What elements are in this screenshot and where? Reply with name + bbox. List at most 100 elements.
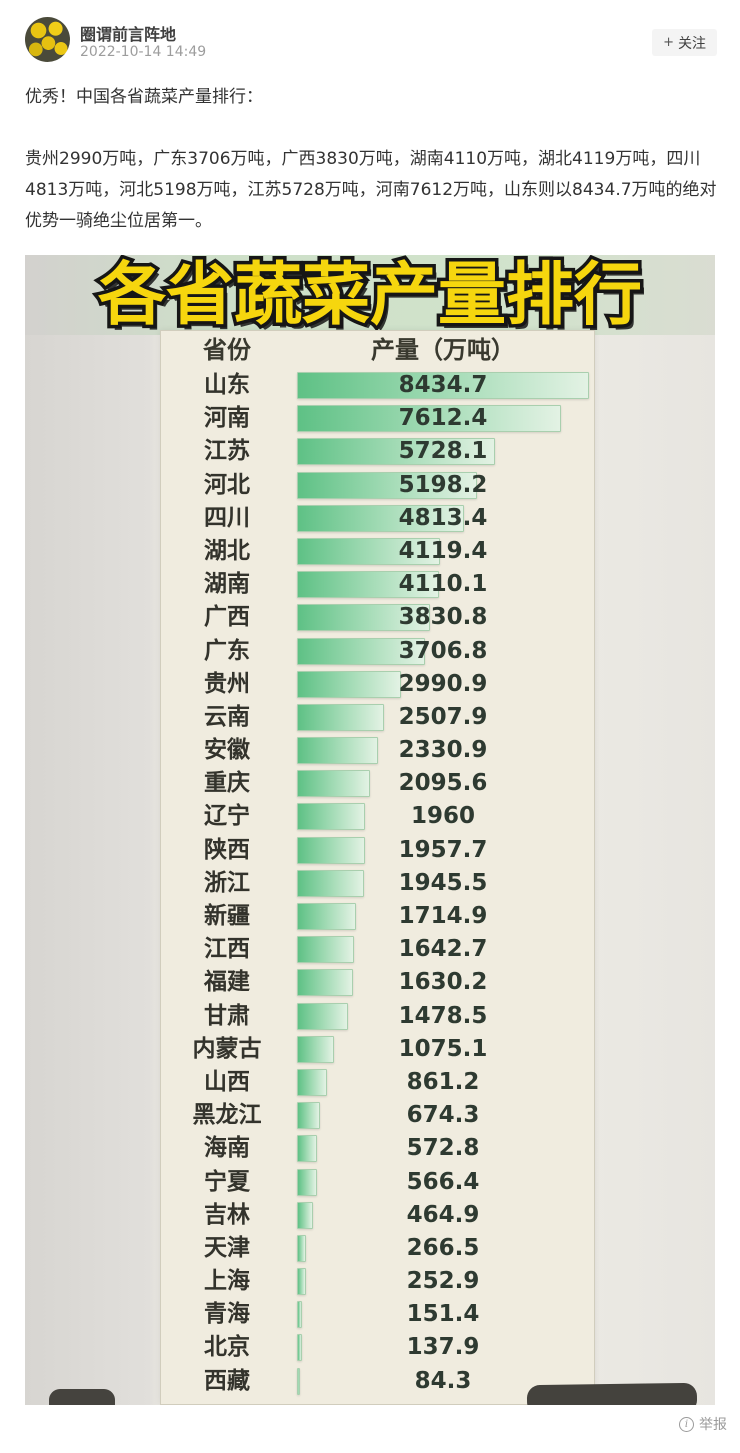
report-label: 举报: [699, 1417, 727, 1433]
province-label: 贵州: [204, 670, 250, 697]
value-bar: [297, 1135, 317, 1163]
value-label: 572.8: [406, 1135, 480, 1162]
province-label: 河南: [204, 405, 250, 432]
table-row: 甘肃 1478.5: [161, 1000, 594, 1033]
value-label: 252.9: [406, 1268, 480, 1295]
value-bar: [297, 670, 401, 698]
province-label: 天津: [204, 1234, 250, 1261]
table-row: 天津 266.5: [161, 1232, 594, 1265]
value-bar: [297, 969, 354, 997]
follow-button[interactable]: + 关注: [652, 29, 717, 56]
value-bar: [297, 936, 354, 964]
value-bar: [297, 770, 370, 798]
post-body: 贵州2990万吨，广东3706万吨，广西3830万吨，湖南4110万吨，湖北41…: [25, 149, 717, 231]
table-row: 吉林 464.9: [161, 1199, 594, 1232]
province-label: 四川: [204, 504, 250, 531]
value-label: 1478.5: [398, 1002, 488, 1029]
table-row: 青海 151.4: [161, 1298, 594, 1331]
province-label: 内蒙古: [192, 1035, 262, 1062]
timestamp: 2022-10-14 14:49: [80, 44, 207, 60]
value-bar: [297, 637, 426, 665]
follow-label: 关注: [678, 35, 706, 52]
value-bar: [297, 471, 477, 499]
value-label: 1960: [410, 803, 475, 830]
table-row: 宁夏 566.4: [161, 1166, 594, 1199]
ranking-table: 省份 产量（万吨） 山东 8434.7 河南 7612.4 江苏 5728.1 河北 5198…: [160, 330, 595, 1405]
value-bar: [297, 1002, 349, 1030]
value-bar: [297, 836, 365, 864]
value-label: 84.3: [414, 1367, 472, 1394]
value-label: 4119.4: [398, 537, 488, 564]
post-text: 优秀！中国各省蔬菜产量排行： 贵州2990万吨，广东3706万吨，广西3830万…: [25, 82, 719, 237]
value-bar: [297, 903, 357, 930]
value-bar: [297, 438, 496, 466]
table-row: 江西 1642.7: [161, 933, 594, 966]
value-label: 151.4: [406, 1301, 480, 1328]
table-row: 陕西 1957.7: [161, 834, 594, 867]
table-row: 福建 1630.2: [161, 966, 594, 999]
report-button[interactable]: i 举报: [679, 1414, 727, 1434]
province-label: 福建: [204, 969, 250, 996]
value-bar: [297, 571, 440, 599]
plus-icon: +: [663, 35, 674, 50]
value-bar: [297, 1035, 335, 1063]
value-label: 674.3: [406, 1102, 480, 1129]
table-row: 北京 137.9: [161, 1331, 594, 1364]
table-row: 辽宁 1960: [161, 800, 594, 833]
province-label: 江西: [204, 936, 250, 963]
avatar[interactable]: [25, 17, 70, 62]
table-row: 上海 252.9: [161, 1265, 594, 1298]
value-bar: [297, 803, 365, 831]
value-bar: [297, 372, 589, 399]
value-label: 1945.5: [398, 869, 488, 896]
value-label: 2095.6: [398, 770, 488, 797]
bottom-left-overlay-shape: [49, 1389, 115, 1405]
table-row: 广东 3706.8: [161, 635, 594, 668]
table-row: 广西 3830.8: [161, 601, 594, 634]
province-label: 湖南: [204, 571, 250, 598]
table-row: 湖南 4110.1: [161, 568, 594, 601]
value-label: 4813.4: [398, 504, 488, 531]
table-row: 山西 861.2: [161, 1066, 594, 1099]
value-label: 8434.7: [398, 372, 488, 398]
chart-title: 各省蔬菜产量排行: [94, 255, 645, 339]
value-label: 464.9: [406, 1201, 480, 1228]
province-label: 北京: [204, 1334, 250, 1361]
table-row: 江苏 5728.1: [161, 435, 594, 468]
province-label: 河北: [204, 471, 250, 498]
table-row: 安徽 2330.9: [161, 734, 594, 767]
province-label: 山东: [204, 372, 250, 398]
value-bar: [297, 1201, 314, 1229]
province-label: 上海: [204, 1268, 250, 1295]
table-header: 省份 产量（万吨）: [161, 331, 594, 369]
value-label: 7612.4: [398, 405, 488, 432]
info-icon: i: [679, 1416, 694, 1432]
value-bar: [297, 737, 378, 765]
column-header-province: 省份: [203, 336, 251, 364]
province-label: 吉林: [204, 1201, 250, 1228]
table-row: 山东 8434.7: [161, 369, 594, 402]
province-label: 黑龙江: [192, 1102, 262, 1129]
table-row: 新疆 1714.9: [161, 900, 594, 933]
value-label: 5728.1: [398, 438, 488, 465]
province-label: 青海: [204, 1301, 250, 1328]
value-label: 2990.9: [398, 670, 488, 697]
value-bar: [297, 405, 561, 433]
value-label: 1075.1: [398, 1035, 488, 1062]
chart-title-band: [25, 255, 715, 335]
province-label: 浙江: [204, 869, 250, 896]
value-label: 1630.2: [398, 969, 488, 996]
table-row: 西藏 84.3: [161, 1365, 594, 1398]
table-row: 河南 7612.4: [161, 402, 594, 435]
province-label: 广西: [204, 604, 250, 631]
value-label: 566.4: [406, 1168, 480, 1195]
province-label: 重庆: [204, 770, 250, 797]
value-label: 2507.9: [398, 703, 488, 730]
table-row: 黑龙江 674.3: [161, 1099, 594, 1132]
value-label: 5198.2: [398, 471, 488, 498]
author-name[interactable]: 圈谓前言阵地: [80, 25, 177, 44]
embedded-chart-image[interactable]: 各省蔬菜产量排行 省份 产量（万吨） 山东 8434.7 河南 7612.4 江苏 572…: [25, 255, 715, 1405]
table-row: 四川 4813.4: [161, 502, 594, 535]
bottom-right-overlay-shape: [526, 1382, 698, 1405]
post-header: 圈谓前言阵地 2022-10-14 14:49 + 关注: [0, 0, 740, 76]
